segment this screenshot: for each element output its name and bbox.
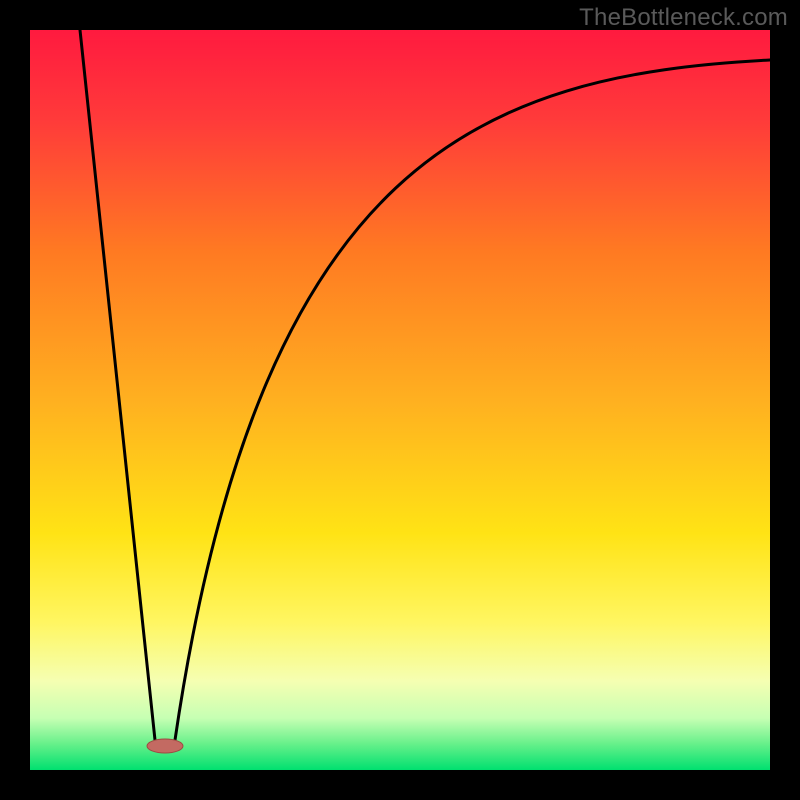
plot-background-gradient bbox=[30, 30, 770, 770]
chart-container: { "watermark": { "text": "TheBottleneck.… bbox=[0, 0, 800, 800]
optimal-point-marker bbox=[147, 739, 183, 753]
bottleneck-chart bbox=[0, 0, 800, 800]
watermark-text: TheBottleneck.com bbox=[579, 4, 788, 32]
